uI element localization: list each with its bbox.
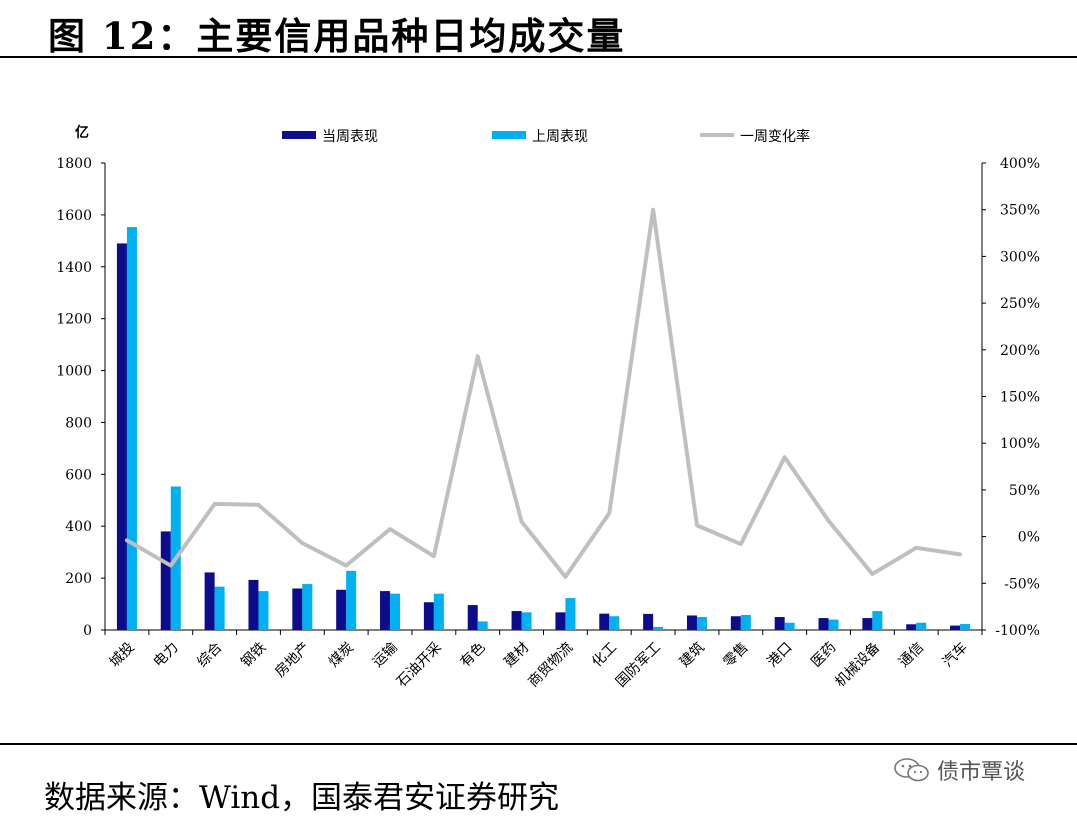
bar-this-week: [511, 611, 522, 630]
left-tick-label: 200: [65, 571, 92, 587]
x-tick-label: 国防军工: [613, 640, 664, 691]
bar-last-week: [390, 593, 401, 630]
bar-last-week: [214, 586, 225, 630]
bar-this-week: [380, 591, 391, 630]
x-tick-label: 钢铁: [238, 640, 269, 671]
bar-last-week: [258, 591, 269, 630]
legend-label: 上周表现: [532, 129, 588, 145]
bar-last-week: [740, 614, 751, 630]
left-tick-label: 600: [65, 467, 92, 483]
bar-this-week: [248, 579, 259, 630]
bar-last-week: [960, 624, 971, 630]
x-tick-label: 机械设备: [832, 639, 884, 691]
bar-this-week: [774, 617, 785, 630]
source-note: 数据来源：Wind，国泰君安证券研究: [44, 780, 560, 816]
bar-this-week: [862, 618, 873, 630]
bar-last-week: [784, 622, 795, 630]
x-tick-label: 商贸物流: [525, 640, 576, 691]
bar-this-week: [818, 618, 829, 630]
right-tick-label: 50%: [1009, 483, 1040, 499]
bar-this-week: [643, 613, 654, 630]
bar-this-week: [599, 613, 610, 630]
bar-last-week: [828, 619, 839, 630]
x-tick-label: 建材: [501, 640, 532, 671]
bar-last-week: [477, 621, 488, 630]
x-tick-label: 汽车: [939, 639, 971, 671]
bar-this-week: [116, 243, 127, 630]
left-tick-label: 1600: [56, 208, 92, 224]
right-tick-label: 200%: [1000, 343, 1040, 359]
right-tick-label: 400%: [1000, 156, 1040, 172]
bar-last-week: [521, 612, 532, 630]
legend-label: 当周表现: [322, 129, 378, 145]
bar-last-week: [346, 570, 357, 630]
right-tick-label: -50%: [1004, 576, 1040, 592]
left-tick-label: 1400: [56, 260, 92, 276]
bar-this-week: [467, 605, 478, 630]
bar-last-week: [565, 598, 576, 630]
x-tick-label: 房地产: [272, 640, 313, 681]
x-tick-label: 石油开采: [394, 640, 445, 691]
right-tick-label: 300%: [1000, 249, 1040, 265]
wechat-icon: [894, 758, 929, 782]
left-tick-label: 1000: [56, 364, 92, 380]
x-tick-label: 通信: [896, 640, 927, 671]
bar-this-week: [906, 624, 917, 630]
bar-this-week: [423, 602, 434, 630]
x-tick-label: 零售: [721, 640, 752, 671]
right-tick-label: 0%: [1018, 530, 1040, 546]
legend-swatch: [492, 131, 526, 139]
bar-this-week: [686, 615, 697, 630]
bottom-rule: [0, 743, 1077, 745]
bar-last-week: [302, 584, 313, 630]
right-tick-label: 350%: [1000, 203, 1040, 219]
bar-last-week: [609, 616, 620, 630]
right-tick-label: 100%: [1000, 436, 1040, 452]
x-tick-label: 综合: [194, 640, 225, 671]
left-tick-label: 1800: [56, 156, 92, 172]
x-tick-label: 化工: [589, 640, 620, 671]
x-tick-label: 医药: [808, 640, 839, 671]
bar-last-week: [653, 626, 664, 630]
bar-this-week: [336, 589, 347, 630]
x-tick-label: 运输: [370, 640, 401, 671]
top-rule: [0, 56, 1077, 58]
legend-label: 一周变化率: [740, 128, 810, 145]
bar-last-week: [126, 227, 137, 631]
left-tick-label: 400: [65, 519, 92, 535]
x-tick-label: 有色: [457, 639, 489, 671]
left-tick-label: 1200: [56, 312, 92, 328]
bar-last-week: [916, 622, 927, 630]
x-tick-label: 港口: [764, 640, 795, 671]
x-tick-label: 城投: [107, 640, 138, 671]
x-tick-label: 电力: [150, 640, 181, 671]
bar-this-week: [950, 625, 961, 630]
right-tick-label: 250%: [1000, 296, 1040, 312]
bar-this-week: [555, 612, 566, 630]
left-tick-label: 0: [83, 623, 92, 639]
x-tick-label: 建筑: [677, 640, 708, 671]
bar-this-week: [730, 616, 741, 630]
bar-this-week: [204, 572, 215, 630]
right-tick-label: -100%: [995, 623, 1040, 639]
chart: 0 200 400 600 800 1000 1200 1400 1600 1800 亿 -100% -…: [56, 124, 1040, 691]
line-weekly-change: [124, 207, 963, 579]
bar-last-week: [696, 617, 707, 630]
right-tick-label: 150%: [1000, 390, 1040, 406]
x-tick-label: 煤炭: [326, 640, 357, 671]
legend-swatch: [282, 131, 316, 139]
page-title: 图 12：主要信用品种日均成交量: [48, 14, 626, 58]
bar-last-week: [872, 611, 883, 630]
left-axis-unit: 亿: [75, 124, 89, 141]
bar-this-week: [292, 588, 303, 630]
left-tick-label: 800: [65, 415, 92, 431]
bar-this-week: [160, 531, 171, 630]
bar-last-week: [433, 593, 444, 630]
watermark: 债市覃谈: [893, 754, 1025, 786]
watermark-text: 债市覃谈: [937, 760, 1026, 785]
